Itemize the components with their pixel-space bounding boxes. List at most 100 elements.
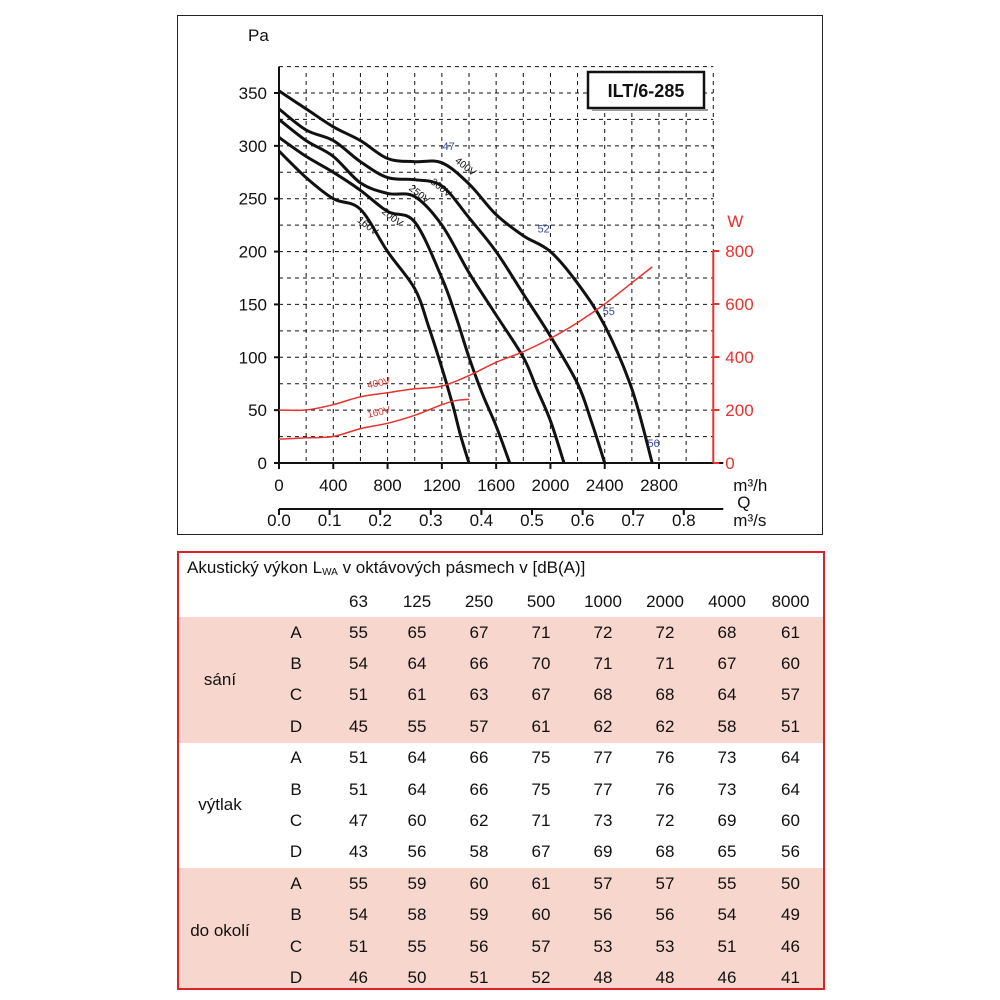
row-group-label: výtlak [179,742,261,869]
x2-tick-label: 0.8 [672,511,696,530]
pressure-curve-300V [278,107,607,464]
table-cell: 57 [758,679,823,712]
y-axis-label: Pa [248,26,269,45]
header-blank-variant [261,587,331,617]
row-variant-label: C [261,679,331,712]
table-cell: 51 [331,742,386,774]
row-variant-label: A [261,868,331,900]
row-group-label: do okolí [179,868,261,988]
table-cell: 68 [634,836,696,869]
header-blank-group [179,587,261,617]
table-row: B 51 64 66 75 77 76 73 64 [179,773,823,806]
x-tick-label: 2800 [640,476,678,495]
title-box [586,70,706,110]
table-cell: 61 [510,711,572,743]
table-row: sání A 55 65 67 71 72 72 68 61 [179,617,823,743]
curve-label-400V: 400V [453,156,478,179]
table-cell: 71 [572,648,634,680]
table-row: D 45 55 57 61 62 62 58 51 [179,711,823,743]
table-cell: 56 [386,836,448,869]
table-cell: 50 [386,962,448,988]
table-cell: 54 [331,899,386,931]
table-cell: 54 [331,648,386,680]
row-variant-label: C [261,930,331,963]
header-octave-band: 2000 [646,592,684,611]
row-variant-label: D [261,711,331,743]
table-cell: 77 [572,773,634,806]
table-cell: 50 [758,868,823,900]
table-cell: 62 [634,711,696,743]
header-octave-band: 1000 [584,592,622,611]
row-variant-label: B [261,648,331,680]
table-cell: 73 [696,742,758,774]
table-cell: 56 [572,899,634,931]
y2-axis-label: W [727,212,743,231]
x2-tick-label: 0.2 [368,511,392,530]
header-octave-band: 500 [526,592,556,611]
table-cell: 69 [572,836,634,869]
chart-title: ILT/6-285 [608,81,685,101]
x-tick-label: 0 [274,476,283,495]
x2-axis-q-label: Q [737,493,750,512]
x2-tick-label: 0.3 [419,511,443,530]
y-tick-label: 0 [258,454,267,473]
y-tick-label: 50 [248,401,267,420]
table-title-main: Akustický výkon L [187,558,323,577]
table-cell: 73 [696,773,758,806]
pressure-curve-400V [278,89,654,464]
power-curve-400V [278,266,653,412]
table-row: výtlak A 51 64 66 75 77 76 73 64 [179,742,823,869]
pressure-curve-160V [277,150,471,464]
table-cell: 51 [331,679,386,712]
table-cell: 58 [386,899,448,931]
efficiency-label: 56 [647,438,659,450]
table-cell: 70 [510,648,572,680]
table-cell: 68 [696,617,758,649]
header-octave-band: 63 [349,592,368,611]
table-row: C 51 61 63 67 68 68 64 57 [179,679,823,712]
table-cell: 47 [331,805,386,837]
table-cell: 61 [386,679,448,712]
row-variant-label: A [261,742,331,774]
table-cell: 67 [696,648,758,680]
table-title: Akustický výkon LWA v oktávových pásmech… [187,558,585,578]
table-cell: 55 [331,617,386,649]
table-row: C 51 55 56 57 53 53 51 46 [179,930,823,963]
table-cell: 68 [634,679,696,712]
y2-tick-label: 0 [725,454,734,473]
efficiency-label: 52 [538,224,550,236]
y-tick-label: 200 [239,243,267,262]
x2-tick-label: 0.6 [571,511,595,530]
table-cell: 51 [758,711,823,743]
table-row: B 54 64 66 70 71 71 67 60 [179,648,823,680]
table-cell: 55 [696,868,758,900]
table-cell: 58 [448,836,510,869]
table-cell: 66 [448,773,510,806]
table-cell: 64 [386,648,448,680]
table-cell: 48 [634,962,696,988]
y-tick-label: 300 [239,137,267,156]
table-cell: 53 [572,930,634,963]
header-octave-band: 4000 [708,592,746,611]
y-tick-label: 350 [239,84,267,103]
table-row: C 47 60 62 71 73 72 69 60 [179,805,823,837]
table-cell: 60 [448,868,510,900]
x2-tick-label: 0.7 [621,511,645,530]
x-tick-label: 400 [319,476,347,495]
row-group-label: sání [179,617,261,743]
table-cell: 55 [386,711,448,743]
y2-tick-label: 800 [725,242,753,261]
table-cell: 56 [634,899,696,931]
table-cell: 56 [448,930,510,963]
table-cell: 72 [572,617,634,649]
x-tick-label: 800 [373,476,401,495]
header-octave-band: 250 [464,592,494,611]
acoustic-power-table: 63 125 250 500 1000 2000 4000 8000 sání A 55 65 67 71… [179,587,823,988]
x2-tick-label: 0.0 [267,511,291,530]
header-octave-band: 8000 [771,592,810,611]
table-title-rest: v oktávových pásmech v [dB(A)] [337,558,586,577]
table-cell: 46 [696,962,758,988]
table-cell: 60 [758,805,823,837]
y-tick-label: 150 [239,295,267,314]
table-cell: 46 [331,962,386,988]
